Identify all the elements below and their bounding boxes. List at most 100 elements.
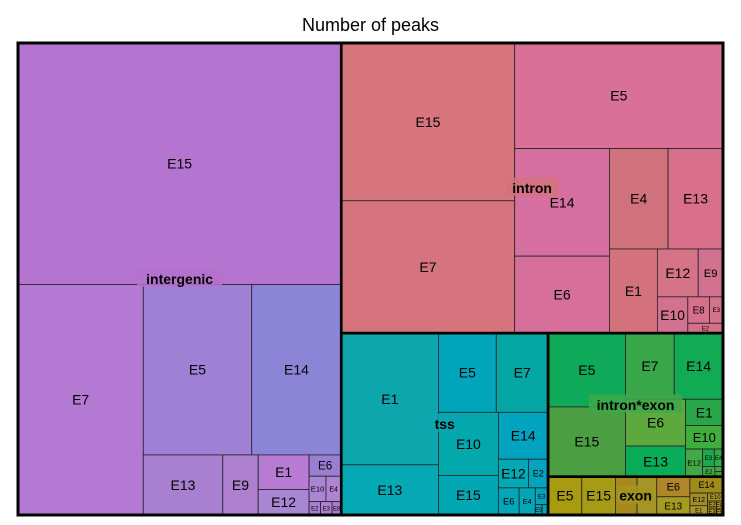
tile-label-tss-e4: E4 [523,497,532,506]
tile-label-intergenic-e1: E1 [275,464,292,480]
tile-label-intergenic-e15: E15 [167,156,192,172]
tile-label-exon-e15: E15 [586,488,611,504]
tile-label-intron-exon-e3: E3 [705,456,713,462]
tile-label-intergenic-e4: E4 [329,486,338,493]
tile-tss-e12 [497,458,529,489]
tile-label-intron-e2: E2 [702,326,710,332]
tile-label-intergenic-e9: E9 [232,477,249,493]
tile-label-tss-e14: E14 [511,428,536,444]
tile-label-exon-e14: E14 [698,480,714,490]
tile-intron-e14 [514,148,610,257]
tile-label-intergenic-e12: E12 [271,494,296,510]
tile-label-intergenic-e14: E14 [284,362,309,378]
tile-label-intron-e6: E6 [553,287,570,303]
tile-intergenic-e14 [251,284,342,456]
tile-label-intron-exon-e4: E4 [715,456,723,462]
tile-label-intergenic-e2: E2 [311,506,319,512]
tile-label-intron-e4: E4 [630,191,647,207]
tile-label-intergenic-e6: E6 [318,460,332,473]
tile-intron-e5 [514,42,724,149]
tile-label-tss-e9: E9 [535,508,543,514]
treemap-outer-border [16,41,725,517]
tile-label-tss-e5: E5 [459,365,476,381]
tile-label-tss-e7: E7 [514,365,531,381]
tile-label-exon-e5: E5 [556,488,573,504]
tile-intron-e12 [656,248,699,298]
tile-label-exon-e6: E6 [667,482,681,494]
tile-label-intron-exon-e12: E12 [687,459,701,468]
tile-intron-e15 [340,42,516,202]
tile-label-tss-e13: E13 [377,482,402,498]
tile-label-intron-e9: E9 [704,268,718,280]
tile-label-intron-e7: E7 [419,259,436,275]
tile-intergenic-e1 [257,454,310,490]
tile-label-exon-e13: E13 [664,501,682,512]
tile-label-intron-exon-e2: E2 [705,470,713,476]
group-labels: intergenic intron tss intron*exon exon [137,177,683,504]
tile-label-intron-e10: E10 [660,307,685,323]
tile-label-intron-exon-e10: E10 [693,430,716,445]
tile-intron-e10 [656,296,689,334]
tile-label-intron-exon-e6: E6 [647,415,664,431]
tile-label-tss-e6: E6 [503,496,515,507]
tile-label-intergenic-e8: E8 [333,506,341,512]
group-label-intron-exon: intron*exon [597,397,675,413]
tile-label-intron-e14: E14 [550,194,575,210]
group-label-bg-exon [617,485,654,504]
group-label-bg-intron-exon [588,394,683,413]
tile-label-intergenic-e10: E10 [311,485,325,494]
tile-tss-e13 [340,464,439,516]
tile-label-intron-e3: E3 [712,307,720,314]
tile-intergenic-e9 [222,454,259,516]
group-label-bg-intron [505,177,559,196]
group-label-exon: exon [619,488,652,504]
tile-intron-e7 [340,200,516,334]
tile-label-intron-e1: E1 [625,283,642,299]
tile-intron-exon-e15 [547,406,626,478]
group-label-intron: intron [512,180,552,196]
tile-label-exon-e3: E3 [708,510,716,516]
tile-label-exon-e10: E10 [710,495,721,501]
tile-label-tss-e15: E15 [456,487,481,503]
tile-exon-e15 [581,476,616,516]
group-label-tss: tss [435,416,455,432]
tile-intron-e13 [667,148,724,250]
tile-intron-exon-e13 [625,445,687,478]
chart-title: Number of peaks [301,15,440,35]
tile-label-intron-exon-e13: E13 [643,453,668,469]
group-label-bg-intergenic [137,268,223,287]
tile-label-tss-e3: E3 [538,494,546,500]
tile-label-exon-e9: E9 [716,510,724,516]
tile-label-tss-e1: E1 [381,391,398,407]
tile-label-exon-e1: E1 [695,508,703,514]
tile-label-intron-exon-e1: E1 [696,404,713,420]
tile-label-tss-e10: E10 [456,436,481,452]
tile-label-intergenic-e7: E7 [72,392,89,408]
group-label-bg-tss [430,413,459,432]
tile-label-intron-e5: E5 [610,88,627,104]
tile-intron-exon-e14 [673,332,724,400]
group-label-intergenic: intergenic [146,271,213,287]
tile-intergenic-e7 [17,284,144,516]
tile-label-intron-exon-e7: E7 [641,358,658,374]
tile-intron-e6 [514,255,610,334]
tile-label-exon-e8: E8 [716,503,724,509]
tile-label-intron-e12: E12 [665,265,690,281]
tile-label-tss-e12: E12 [501,466,525,481]
tile-label-tss-e2: E2 [533,469,544,479]
tile-label-intron-exon-e14: E14 [686,358,711,374]
tile-tss-e5 [438,332,497,413]
tile-intergenic-e13 [142,454,224,516]
tile-label-intron-e15: E15 [416,114,441,130]
tile-label-intergenic-e3: E3 [323,506,331,512]
tile-intergenic-e12 [257,489,310,516]
tile-label-intergenic-e13: E13 [171,477,196,493]
tile-intron-e4 [609,148,669,250]
tile-label-intron-exon-e15: E15 [574,434,599,450]
tile-label-intergenic-e5: E5 [189,362,206,378]
tile-label-exon-e12: E12 [693,497,706,504]
tile-label-exon-e2: E2 [708,503,716,509]
tile-label-intron-e8: E8 [693,306,706,317]
